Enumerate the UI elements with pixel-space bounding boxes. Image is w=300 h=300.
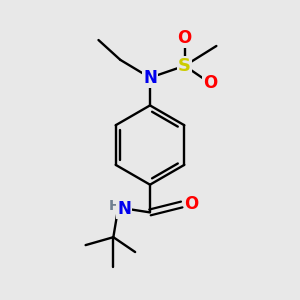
Text: O: O bbox=[184, 196, 199, 214]
Text: N: N bbox=[117, 200, 131, 218]
Text: N: N bbox=[143, 69, 157, 87]
Text: H: H bbox=[109, 200, 120, 214]
Text: O: O bbox=[178, 29, 192, 47]
Text: O: O bbox=[203, 74, 218, 92]
Text: S: S bbox=[178, 57, 191, 75]
